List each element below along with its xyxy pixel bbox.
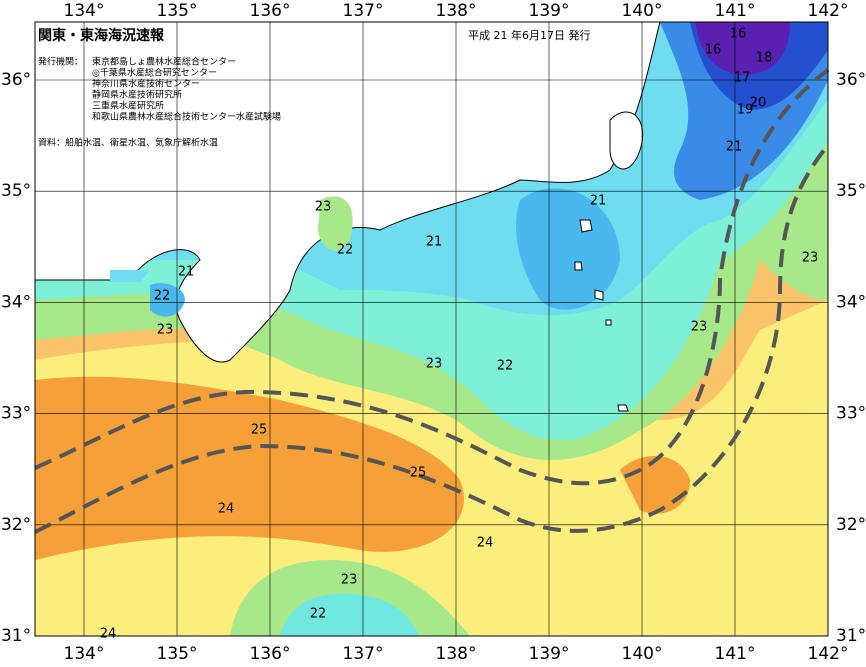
longitude-label: 137°: [343, 1, 384, 21]
longitude-label: 136°: [250, 644, 291, 664]
latitude-label: 31°: [836, 626, 866, 646]
contour-label: 22: [310, 607, 327, 622]
latitude-label: 36°: [1, 70, 31, 90]
contour-label: 22: [497, 359, 514, 374]
temperature-field: [35, 22, 828, 636]
contour-label: 21: [590, 194, 607, 209]
bay-water: [110, 270, 150, 282]
latitude-label: 32°: [836, 515, 866, 535]
longitude-label: 142°: [808, 644, 849, 664]
longitude-label: 135°: [157, 1, 198, 21]
latitude-label: 33°: [1, 404, 31, 424]
sea-orange: [35, 376, 464, 560]
contour-label: 17: [734, 71, 751, 86]
contour-label: 23: [157, 323, 174, 338]
data-source: 資料：船舶水温、衛星水温、気象庁解析水温: [38, 137, 218, 149]
contour-label: 20: [750, 96, 767, 111]
longitude-label: 140°: [622, 1, 663, 21]
longitude-label: 134°: [64, 644, 105, 664]
latitude-label: 34°: [1, 292, 31, 312]
current-boundary: [34, 143, 830, 534]
longitude-label: 140°: [622, 644, 663, 664]
contour-label: 21: [178, 265, 195, 280]
bay-water: [318, 196, 353, 251]
contour-label: 24: [477, 536, 494, 551]
longitude-label: 138°: [436, 1, 477, 21]
contour-label: 16: [730, 27, 747, 42]
publisher-org: 静岡県水産技術研究所: [92, 89, 182, 101]
latitude-label: 35°: [1, 181, 31, 201]
issue-date: 平成 21 年6月17日 発行: [468, 28, 590, 42]
publisher-org: 三重県水産研究所: [92, 100, 164, 112]
map-frame: [34, 21, 829, 637]
longitude-label: 134°: [64, 1, 105, 21]
longitude-label: 135°: [157, 644, 198, 664]
longitude-label: 137°: [343, 644, 384, 664]
contour-label: 24: [218, 502, 235, 517]
latitude-label: 33°: [836, 404, 866, 424]
longitude-label: 142°: [808, 1, 849, 21]
latitude-label: 34°: [836, 292, 866, 312]
contour-label: 23: [802, 251, 819, 266]
title: 関東・東海海況速報: [38, 27, 165, 44]
contour-label: 18: [756, 51, 773, 66]
contour-label: 23: [341, 573, 358, 588]
longitude-label: 141°: [715, 644, 756, 664]
longitude-label: 139°: [529, 1, 570, 21]
longitude-label: 136°: [250, 1, 291, 21]
publisher-org: 和歌山県農林水産総合技術センター水産試験場: [92, 111, 281, 123]
sea-cyan-south: [280, 593, 420, 636]
contour-label: 23: [691, 320, 708, 335]
longitude-label: 139°: [529, 644, 570, 664]
contour-label: 22: [154, 289, 171, 304]
land: [35, 22, 661, 363]
contour-label: 25: [251, 423, 268, 438]
latitude-label: 31°: [1, 626, 31, 646]
contour-label: 22: [337, 243, 354, 258]
longitude-label: 138°: [436, 644, 477, 664]
island: [574, 219, 629, 412]
latitude-label: 36°: [836, 70, 866, 90]
current-boundary: [34, 68, 830, 486]
contour-label: 23: [315, 200, 332, 215]
bay-water: [150, 283, 185, 317]
contour-label: 19: [737, 103, 754, 118]
publisher-org: ◎千葉県水産総合研究センター: [92, 67, 217, 79]
sea-purple: [695, 22, 790, 75]
contour-label: 21: [426, 235, 443, 250]
contour-label: 21: [726, 140, 743, 155]
latitude-label: 32°: [1, 515, 31, 535]
publisher-org: 東京都島しょ農林水産総合センター: [92, 56, 236, 68]
sea-light-blue: [516, 188, 620, 310]
contour-label: 24: [100, 627, 117, 642]
contour-label: 23: [426, 357, 443, 372]
contour-label: 25: [410, 466, 427, 481]
latitude-label: 35°: [836, 181, 866, 201]
publisher-org: 神奈川県水産技術センター: [92, 78, 200, 90]
publisher-label: 発行機関：: [38, 56, 83, 68]
contour-label: 16: [705, 43, 722, 58]
peninsula: [609, 111, 644, 170]
longitude-label: 141°: [715, 1, 756, 21]
